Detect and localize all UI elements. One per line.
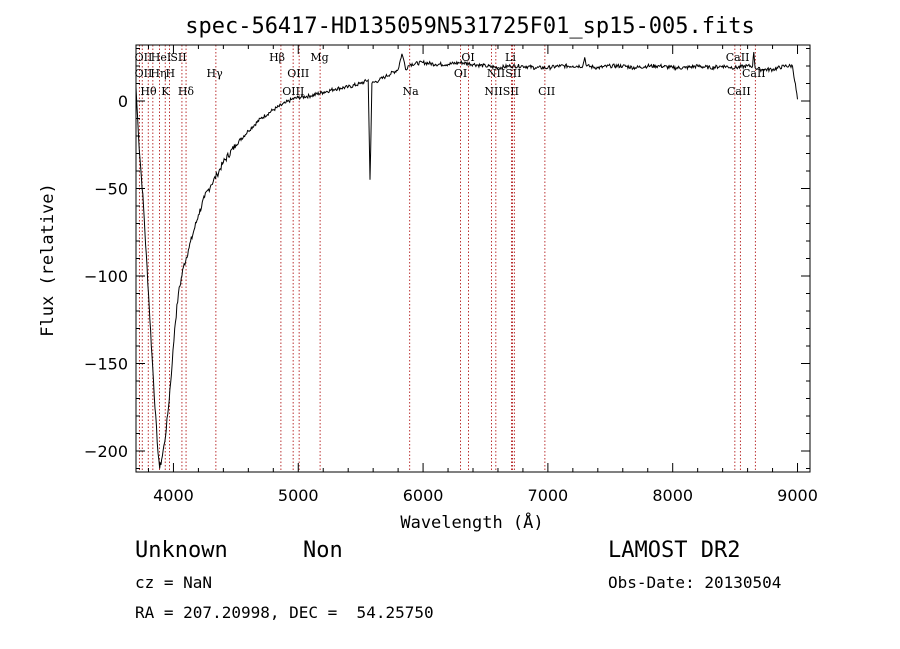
line-marker-label: CaII xyxy=(727,85,751,98)
line-marker-label: NIISII xyxy=(487,67,522,80)
class-label: Unknown xyxy=(135,538,228,563)
line-marker-label: HeI xyxy=(151,51,171,64)
line-marker-label: Hθ xyxy=(140,85,157,98)
y-axis-ticks: −200 −150 −100 −50 0 xyxy=(84,48,810,469)
spectrum-line xyxy=(135,51,798,469)
line-marker-label: H xyxy=(166,67,176,80)
y-tick-label: −100 xyxy=(84,267,128,286)
y-tick-label: −150 xyxy=(84,355,128,374)
x-tick-label: 5000 xyxy=(278,486,319,505)
y-tick-label: −200 xyxy=(84,442,128,461)
line-marker-label: K xyxy=(161,85,170,98)
line-marker-label: OIII xyxy=(287,67,309,80)
x-axis-ticks: 4000 5000 6000 7000 8000 9000 xyxy=(147,45,818,505)
x-axis-label: Wavelength (Å) xyxy=(400,511,543,533)
obs-date: Obs-Date: 20130504 xyxy=(608,573,782,592)
subclass-label: Non xyxy=(303,538,343,563)
line-marker-label: CII xyxy=(538,85,555,98)
line-marker-label: Mg xyxy=(310,51,328,64)
x-tick-label: 9000 xyxy=(777,486,818,505)
x-tick-label: 6000 xyxy=(403,486,444,505)
line-marker-label: OII xyxy=(135,67,153,80)
x-tick-label: 7000 xyxy=(528,486,569,505)
chart-title: spec-56417-HD135059N531725F01_sp15-005.f… xyxy=(185,14,755,39)
y-tick-label: −50 xyxy=(94,180,128,199)
line-marker-label: Hδ xyxy=(178,85,195,98)
line-markers xyxy=(138,45,756,472)
y-axis-label: Flux (relative) xyxy=(38,183,58,337)
line-marker-label: NIISII xyxy=(484,85,519,98)
x-tick-label: 8000 xyxy=(652,486,693,505)
plot-frame xyxy=(135,44,811,473)
line-marker-label: Hβ xyxy=(269,51,285,64)
line-marker-label: SII xyxy=(170,51,186,64)
line-marker-label: Hγ xyxy=(207,67,224,80)
line-marker-label: Li xyxy=(505,51,516,64)
cz-value: cz = NaN xyxy=(135,573,213,592)
survey-label: LAMOST DR2 xyxy=(608,538,741,563)
line-marker-label: CaII xyxy=(726,51,750,64)
line-marker-label: CaII xyxy=(742,67,766,80)
line-marker-label: Hη xyxy=(150,67,166,80)
line-marker-label: Na xyxy=(402,85,419,98)
coordinates: RA = 207.20998, DEC = 54.25750 xyxy=(135,603,434,622)
line-marker-label: OI xyxy=(454,67,467,80)
x-tick-label: 4000 xyxy=(153,486,194,505)
line-marker-label: OII xyxy=(135,51,153,64)
line-marker-label: OIII xyxy=(282,85,304,98)
y-tick-label: 0 xyxy=(118,92,128,111)
line-marker-label: OI xyxy=(461,51,474,64)
